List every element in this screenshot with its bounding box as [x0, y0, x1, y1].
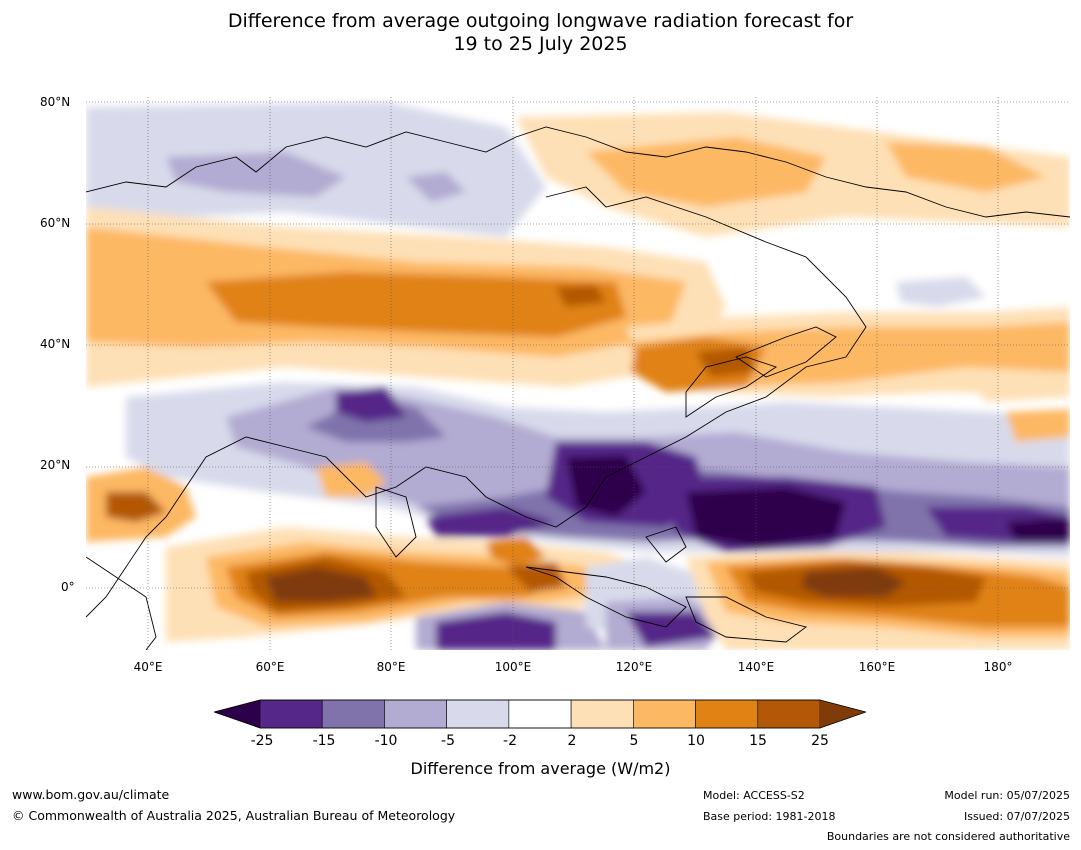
colorbar-tick-25: 25: [811, 733, 829, 749]
colorbar-segment: [633, 699, 696, 729]
colorbar: [214, 699, 866, 729]
disclaimer-text: Boundaries are not considered authoritat…: [826, 830, 1070, 843]
lat-label-60n: 60°N: [40, 216, 71, 230]
colorbar-outline: [214, 699, 866, 729]
lon-label-140e: 140°E: [737, 660, 775, 674]
colorbar-segment: [321, 699, 385, 729]
lon-label-180: 180°: [983, 660, 1013, 674]
lon-label-80e: 80°E: [376, 660, 406, 674]
title-line-1: Difference from average outgoing longwav…: [227, 10, 854, 32]
lat-label-80n: 80°N: [40, 95, 71, 109]
copyright-text: © Commonwealth of Australia 2025, Austra…: [12, 808, 456, 823]
colorbar-tick-15: 15: [749, 733, 767, 749]
colorbar-tick--5: -5: [441, 733, 455, 749]
lat-label-40n: 40°N: [40, 337, 71, 351]
colorbar-high-extension: [820, 700, 866, 728]
colorbar-label: Difference from average (W/m2): [410, 759, 671, 778]
colorbar-segments: [259, 699, 821, 729]
website-link[interactable]: www.bom.gov.au/climate: [12, 787, 170, 802]
colorbar-segment: [757, 699, 821, 729]
lon-label-160e: 160°E: [858, 660, 896, 674]
colorbar-segment: [259, 699, 323, 729]
title-line-2: 19 to 25 July 2025: [453, 33, 628, 55]
colorbar-tick--10: -10: [374, 733, 398, 749]
anomaly-fields: [86, 102, 1070, 650]
colorbar-tick--2: -2: [503, 733, 517, 749]
colorbar-tick-10: 10: [687, 733, 705, 749]
model-text: Model: ACCESS-S2: [703, 789, 805, 802]
base-period-text: Base period: 1981-2018: [703, 810, 836, 823]
colorbar-tick-5: 5: [629, 733, 639, 749]
colorbar-segment: [695, 699, 759, 729]
colorbar-segment: [508, 699, 572, 729]
colorbar-tick--15: -15: [312, 733, 336, 749]
coastlines: [86, 126, 1070, 650]
model-run-text: Model run: 05/07/2025: [944, 789, 1070, 802]
lon-label-120e: 120°E: [615, 660, 653, 674]
colorbar-segment: [384, 699, 447, 729]
lon-label-40e: 40°E: [133, 660, 163, 674]
lat-label-equator: 0°: [61, 580, 75, 594]
olr-anomaly-map: [86, 97, 1070, 650]
lat-label-20n: 20°N: [40, 458, 71, 472]
colorbar-tick-2: 2: [567, 733, 577, 749]
issued-text: Issued: 07/07/2025: [963, 810, 1070, 823]
colorbar-segment: [570, 699, 634, 729]
lon-label-100e: 100°E: [494, 660, 532, 674]
lon-label-60e: 60°E: [255, 660, 285, 674]
colorbar-segment: [446, 699, 510, 729]
colorbar-tick--25: -25: [250, 733, 274, 749]
map-title: Difference from average outgoing longwav…: [0, 10, 1081, 56]
graticule: [86, 97, 1070, 650]
colorbar-low-extension: [214, 700, 260, 728]
